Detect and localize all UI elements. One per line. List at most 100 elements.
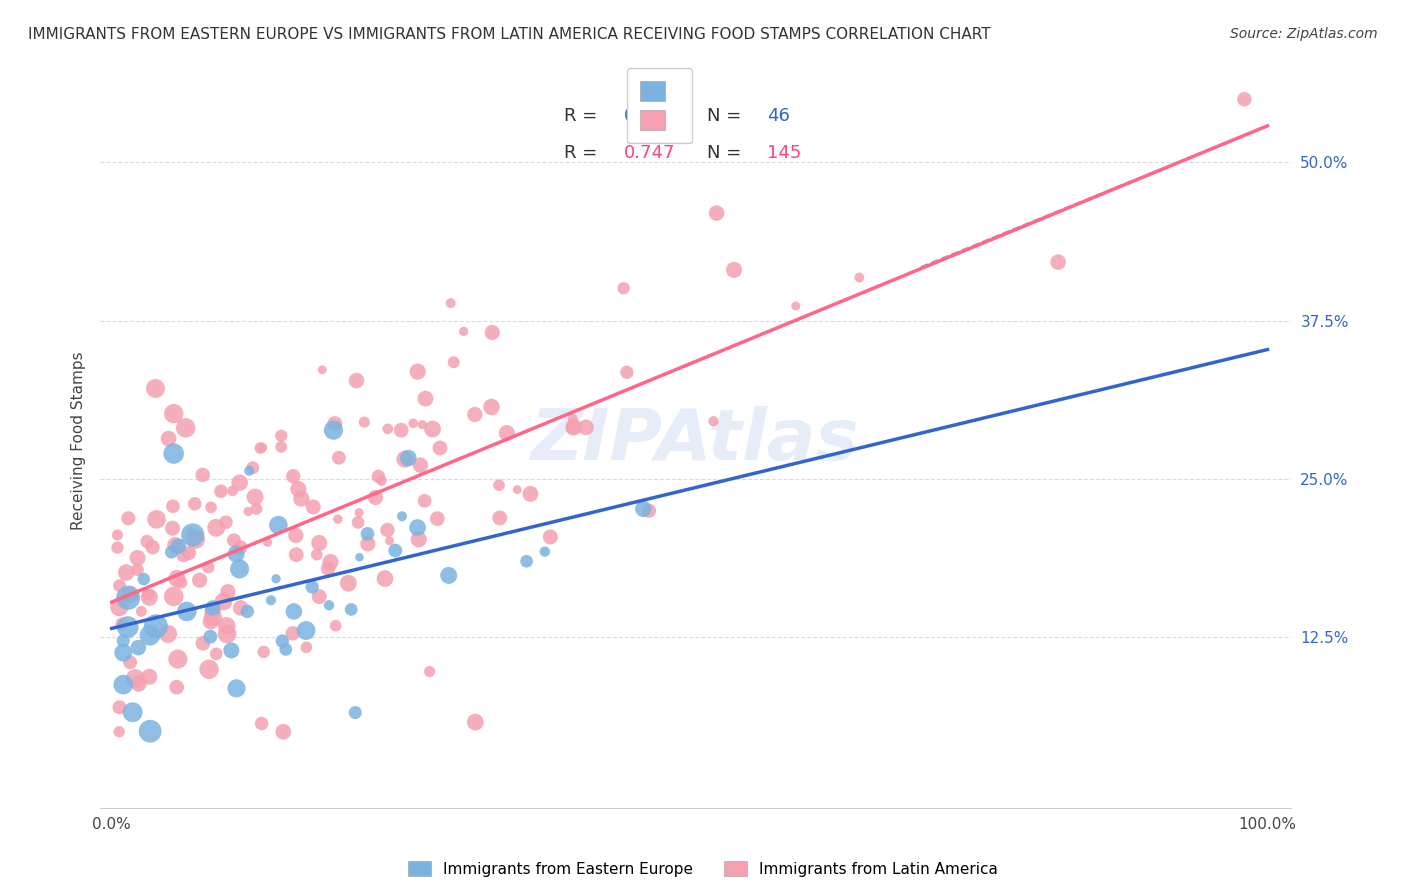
Point: [242, 460, 264, 475]
Point: [157, 627, 180, 641]
Point: [464, 408, 486, 422]
Text: N =: N =: [707, 144, 747, 161]
Point: [305, 548, 328, 562]
Point: [200, 615, 222, 629]
Point: [328, 450, 350, 465]
Point: [145, 512, 167, 526]
Point: [533, 544, 555, 558]
Point: [197, 560, 219, 574]
Point: [349, 550, 371, 565]
Point: [285, 548, 308, 562]
Point: [124, 672, 146, 686]
Point: [406, 520, 429, 534]
Point: [706, 206, 728, 220]
Point: [170, 575, 193, 590]
Point: [138, 590, 160, 604]
Point: [340, 602, 363, 616]
Point: [413, 494, 436, 508]
Text: 46: 46: [766, 107, 790, 125]
Point: [180, 526, 202, 541]
Point: [111, 617, 134, 632]
Point: [378, 533, 401, 548]
Point: [166, 652, 188, 666]
Point: [281, 626, 304, 640]
Point: [115, 566, 138, 580]
Point: [215, 619, 238, 633]
Point: [108, 700, 131, 714]
Point: [295, 624, 318, 638]
Point: [136, 534, 159, 549]
Point: [205, 521, 228, 535]
Point: [323, 417, 346, 431]
Point: [201, 610, 224, 624]
Point: [453, 324, 475, 338]
Text: ZIPAtlas: ZIPAtlas: [531, 406, 859, 475]
Point: [1233, 92, 1256, 106]
Point: [391, 509, 413, 524]
Point: [481, 326, 503, 340]
Point: [347, 506, 370, 520]
Point: [127, 550, 149, 565]
Point: [118, 587, 141, 601]
Point: [408, 533, 430, 547]
Point: [217, 584, 239, 599]
Point: [112, 646, 135, 660]
Point: [139, 628, 162, 642]
Point: [132, 572, 155, 586]
Point: [316, 561, 339, 575]
Point: [177, 546, 200, 560]
Point: [271, 724, 294, 739]
Point: [561, 412, 583, 426]
Point: [402, 417, 425, 431]
Point: [270, 440, 292, 454]
Point: [215, 627, 238, 641]
Point: [163, 446, 186, 460]
Point: [308, 590, 330, 604]
Point: [256, 535, 278, 549]
Point: [225, 547, 247, 561]
Point: [107, 528, 129, 542]
Point: [252, 441, 274, 455]
Point: [406, 365, 429, 379]
Point: [302, 500, 325, 514]
Point: [440, 296, 463, 310]
Point: [264, 572, 287, 586]
Point: [201, 605, 224, 619]
Point: [176, 605, 198, 619]
Point: [575, 420, 598, 434]
Point: [107, 541, 129, 555]
Point: [419, 665, 441, 679]
Point: [429, 441, 451, 455]
Point: [287, 482, 309, 496]
Point: [495, 426, 517, 441]
Point: [212, 594, 235, 608]
Point: [346, 374, 368, 388]
Point: [120, 655, 142, 669]
Point: [318, 599, 340, 613]
Point: [344, 706, 367, 720]
Point: [166, 572, 188, 586]
Point: [225, 681, 247, 696]
Point: [245, 502, 267, 516]
Point: [112, 678, 135, 692]
Point: [267, 518, 290, 533]
Point: [174, 421, 197, 435]
Point: [488, 511, 510, 525]
Point: [356, 526, 378, 541]
Point: [308, 536, 330, 550]
Point: [112, 633, 135, 648]
Point: [464, 715, 486, 730]
Text: 0.747: 0.747: [624, 144, 675, 161]
Point: [848, 270, 870, 285]
Point: [326, 512, 349, 526]
Point: [562, 420, 585, 434]
Point: [538, 530, 561, 544]
Point: [157, 432, 180, 446]
Point: [370, 474, 392, 488]
Text: R =: R =: [564, 107, 603, 125]
Point: [283, 469, 305, 483]
Point: [188, 573, 211, 587]
Point: [229, 600, 252, 615]
Point: [377, 422, 399, 436]
Point: [443, 355, 465, 369]
